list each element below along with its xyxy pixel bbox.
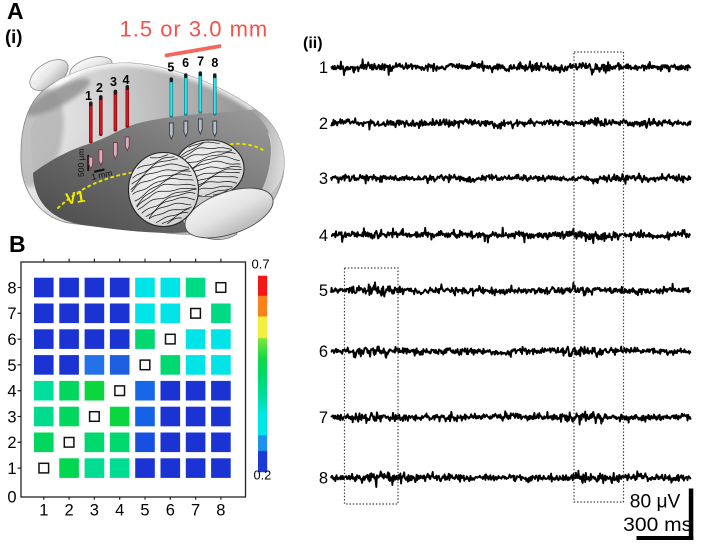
svg-text:7: 7 xyxy=(197,55,204,69)
svg-text:8: 8 xyxy=(319,470,328,488)
svg-text:2: 2 xyxy=(7,434,16,452)
svg-text:3: 3 xyxy=(90,502,99,520)
svg-text:V1: V1 xyxy=(64,189,86,209)
svg-text:1: 1 xyxy=(85,89,92,103)
svg-text:A: A xyxy=(7,0,24,24)
svg-text:3: 3 xyxy=(110,75,117,89)
svg-text:1: 1 xyxy=(319,59,328,77)
svg-text:6: 6 xyxy=(166,502,175,520)
svg-text:6: 6 xyxy=(319,343,328,361)
svg-text:4: 4 xyxy=(115,502,124,520)
svg-text:0: 0 xyxy=(7,489,16,507)
svg-text:6: 6 xyxy=(182,56,189,70)
svg-text:5: 5 xyxy=(167,61,174,75)
svg-text:500 μm: 500 μm xyxy=(76,148,86,177)
svg-text:(i): (i) xyxy=(5,26,22,47)
svg-text:1: 1 xyxy=(7,460,16,478)
svg-text:2: 2 xyxy=(96,81,103,95)
svg-text:7: 7 xyxy=(191,502,200,520)
svg-text:0.7: 0.7 xyxy=(252,257,270,272)
svg-text:80 μV: 80 μV xyxy=(630,492,681,513)
svg-text:4: 4 xyxy=(123,73,130,87)
svg-text:(ii): (ii) xyxy=(303,35,323,52)
svg-text:300 ms: 300 ms xyxy=(623,515,692,536)
svg-text:8: 8 xyxy=(211,56,218,70)
svg-text:6: 6 xyxy=(7,331,16,349)
svg-text:8: 8 xyxy=(216,502,225,520)
svg-text:2: 2 xyxy=(319,115,328,133)
svg-text:5: 5 xyxy=(7,357,16,375)
svg-text:0.2: 0.2 xyxy=(254,468,272,483)
svg-text:3: 3 xyxy=(319,170,328,188)
svg-text:1: 1 xyxy=(39,502,48,520)
svg-text:3: 3 xyxy=(7,408,16,426)
svg-text:2: 2 xyxy=(65,502,74,520)
svg-text:B: B xyxy=(9,231,26,257)
svg-text:7: 7 xyxy=(319,409,328,427)
svg-text:5: 5 xyxy=(140,502,149,520)
svg-text:4: 4 xyxy=(7,383,16,401)
svg-text:1.5 or 3.0 mm: 1.5 or 3.0 mm xyxy=(120,17,269,42)
svg-text:5: 5 xyxy=(319,282,328,300)
svg-text:8: 8 xyxy=(7,279,16,297)
svg-text:1 mm: 1 mm xyxy=(90,168,113,182)
svg-text:7: 7 xyxy=(7,305,16,323)
svg-text:4: 4 xyxy=(319,227,328,245)
